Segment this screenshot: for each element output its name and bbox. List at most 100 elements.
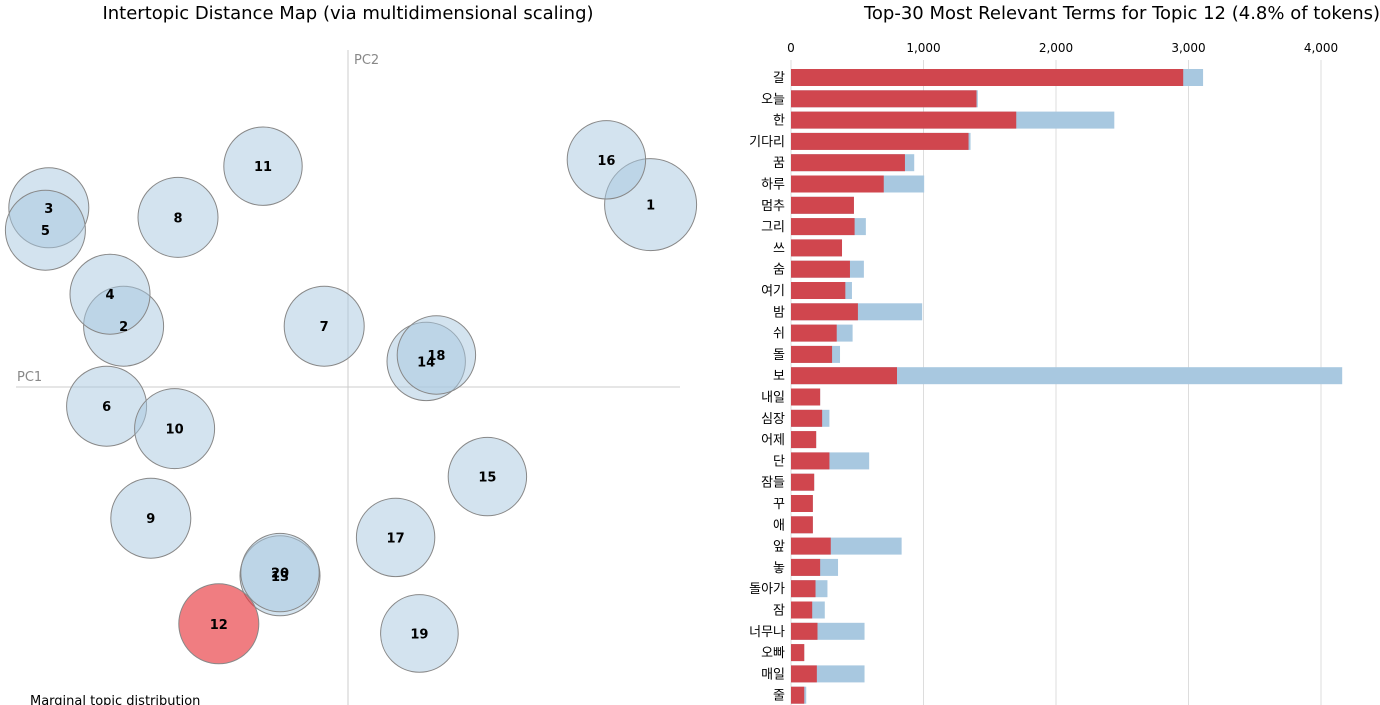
term-label-17[interactable]: 어제 [761,433,785,448]
topic-label-16: 16 [597,154,615,169]
overall-bar-14[interactable] [791,367,1343,385]
term-label-15[interactable]: 내일 [761,391,785,406]
topic-circles[interactable] [4,120,698,673]
topic-bar-9[interactable] [791,260,850,278]
topic-bar-4[interactable] [791,154,905,172]
term-label-26[interactable]: 너무나 [749,625,785,640]
term-label-16[interactable]: 심장 [761,412,785,427]
topic-bar-3[interactable] [791,132,969,150]
topic-circle-7[interactable] [283,285,365,367]
topic-label-2: 2 [119,320,128,335]
term-label-11[interactable]: 밤 [773,305,785,320]
term-label-2[interactable]: 한 [773,114,785,129]
term-label-18[interactable]: 단 [773,454,785,469]
topic-bar-5[interactable] [791,175,884,193]
topic-label-6: 6 [102,400,111,415]
term-label-3[interactable]: 기다리 [749,135,785,150]
topic-circle-17[interactable] [355,497,436,578]
topic-bar-18[interactable] [791,452,830,470]
topic-label-7: 7 [320,320,329,335]
term-label-29[interactable]: 줄 [773,689,785,704]
x-tick-label-3: 3,000 [1171,41,1205,55]
topic-bar-12[interactable] [791,324,837,342]
topic-bar-25[interactable] [791,601,813,619]
topic-circle-18[interactable] [396,315,477,395]
topic-circle-19[interactable] [380,594,459,673]
x-tick-label-1: 1,000 [906,41,940,55]
topic-label-15: 15 [478,471,496,486]
topic-circle-4[interactable] [69,253,151,335]
topic-circle-15[interactable] [447,436,528,517]
term-label-9[interactable]: 숨 [773,263,785,278]
topic-bar-10[interactable] [791,282,846,299]
topic-bar-1[interactable] [791,90,977,108]
topic-bar-20[interactable] [791,495,813,512]
term-bar-title: Top-30 Most Relevant Terms for Topic 12 … [863,3,1380,24]
pc1-axis-label: PC1 [17,370,42,385]
term-label-13[interactable]: 돌 [773,348,785,363]
x-tick-label-4: 4,000 [1304,41,1338,55]
term-label-14[interactable]: 보 [773,369,785,384]
topic-bar-11[interactable] [791,303,858,321]
pc2-axis-label: PC2 [354,53,379,68]
topic-circle-9[interactable] [110,477,192,559]
topic-circle-8[interactable] [137,176,219,258]
x-tick-label-0: 0 [787,41,795,55]
topic-bar-13[interactable] [791,345,833,363]
topic-bar-6[interactable] [791,196,854,214]
term-label-27[interactable]: 오빠 [761,646,785,661]
topic-bar-17[interactable] [791,431,817,449]
term-label-22[interactable]: 앞 [773,540,785,555]
topic-bar-16[interactable] [791,409,823,427]
topic-label-10: 10 [166,423,184,438]
term-label-21[interactable]: 애 [773,518,785,533]
topic-bar-19[interactable] [791,473,815,491]
term-label-0[interactable]: 갈 [773,71,785,86]
topic-bar-2[interactable] [791,111,1017,129]
term-label-19[interactable]: 잠들 [761,476,785,491]
topic-label-17: 17 [387,531,405,546]
topic-label-14: 14 [417,355,435,370]
topic-bar-23[interactable] [791,558,821,576]
topic-circle-16[interactable] [566,120,647,200]
topic-bar-21[interactable] [791,516,813,534]
topic-circle-5[interactable] [4,189,86,271]
term-label-5[interactable]: 하루 [761,178,785,193]
topic-circle-20[interactable] [240,532,320,613]
topic-circle-12[interactable] [178,583,260,665]
topic-label-4: 4 [105,288,114,303]
term-label-24[interactable]: 돌아가 [749,582,785,597]
term-label-8[interactable]: 쓰 [773,241,785,256]
term-label-28[interactable]: 매일 [761,667,785,682]
topic-bar-22[interactable] [791,537,831,555]
topic-bar-24[interactable] [791,580,816,598]
term-label-6[interactable]: 멈추 [761,199,785,214]
term-label-7[interactable]: 그리 [761,220,785,235]
topic-bar-26[interactable] [791,622,818,640]
topic-label-12: 12 [210,618,228,633]
term-bar-panel: Top-30 Most Relevant Terms for Topic 12 … [749,3,1380,705]
topic-bar-0[interactable] [791,69,1184,86]
topic-bar-8[interactable] [791,239,843,257]
term-label-10[interactable]: 여기 [761,284,785,299]
term-label-12[interactable]: 쉬 [773,327,785,342]
topic-label-20: 20 [271,567,289,582]
term-label-4[interactable]: 꿈 [773,156,785,171]
term-label-25[interactable]: 잠 [773,604,785,619]
topic-bar-27[interactable] [791,644,805,662]
topic-circle-10[interactable] [134,388,216,470]
topic-bar-29[interactable] [791,686,805,704]
topic-circle-11[interactable] [223,126,303,206]
term-label-23[interactable]: 놓 [773,561,785,576]
term-labels[interactable]: 갈오늘한기다리꿈하루멈추그리쓰숨여기밤쉬돌보내일심장어제단잠들꾸애앞놓돌아가잠너… [749,71,785,704]
topic-bar-15[interactable] [791,388,821,406]
topic-bar-7[interactable] [791,218,855,236]
term-label-1[interactable]: 오늘 [761,92,785,107]
topic-bar-28[interactable] [791,665,817,683]
topic-bar-14[interactable] [791,367,897,385]
topic-label-18: 18 [427,349,445,364]
term-bars[interactable] [791,69,1343,704]
topic-label-9: 9 [146,512,155,527]
term-label-20[interactable]: 꾸 [773,497,785,512]
